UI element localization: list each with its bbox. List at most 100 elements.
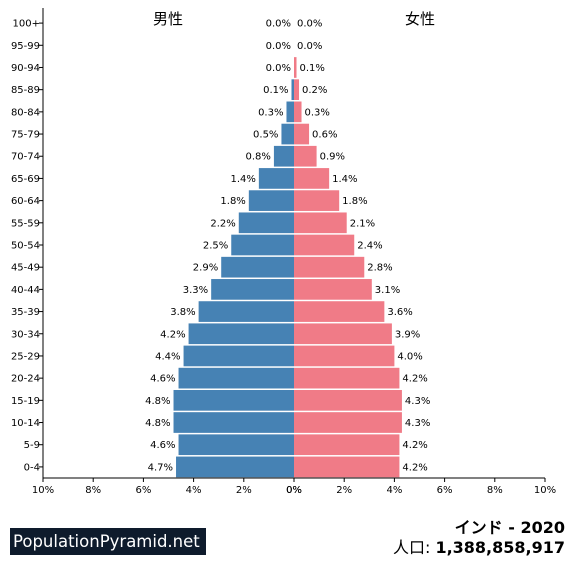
age-group-label: 80-84	[11, 107, 40, 118]
male-bar-65-69	[258, 168, 294, 189]
female-value-label: 4.3%	[405, 418, 430, 429]
male-value-label: 4.8%	[145, 418, 170, 429]
age-group-label: 20-24	[11, 374, 40, 385]
age-group-label: 0-4	[24, 462, 40, 473]
male-value-label: 4.4%	[155, 351, 180, 362]
male-value-label: 0.0%	[266, 63, 291, 74]
x-tick-label: 8%	[85, 485, 101, 496]
population-line: 人口: 1,388,858,917	[393, 534, 565, 558]
male-bar-35-39	[198, 301, 294, 322]
female-value-label: 2.1%	[350, 218, 375, 229]
male-series-title: 男性	[153, 10, 183, 28]
x-tick-label: 8%	[487, 485, 503, 496]
age-group-label: 55-59	[11, 218, 40, 229]
age-group-label: 45-49	[11, 263, 40, 274]
population-pyramid-chart: 0.0% 0.0% 0.0% 0.1% 0.3% 0.5% 0.8% 1.4% 1.8% 2.2%…	[11, 8, 556, 496]
female-bar-60-64	[294, 190, 340, 211]
age-group-label: 65-69	[11, 174, 40, 185]
age-group-label: 95-99	[11, 41, 40, 52]
age-group-label: 40-44	[11, 285, 40, 296]
male-value-label: 4.6%	[150, 440, 175, 451]
male-bar-70-74	[273, 145, 294, 167]
male-value-label: 1.4%	[230, 174, 255, 185]
female-bar-20-24	[294, 367, 400, 389]
male-value-label: 4.6%	[150, 374, 175, 385]
axes	[39, 8, 546, 482]
male-bar-15-19	[173, 389, 294, 411]
female-bar-0-4	[294, 456, 400, 478]
age-group-label: 70-74	[11, 152, 40, 163]
female-bar-90-94	[294, 57, 297, 78]
x-tick-label: 0%	[286, 485, 302, 496]
male-value-labels: 0.0% 0.0% 0.0% 0.1% 0.3% 0.5% 0.8% 1.4% 1.8% 2.2%…	[145, 19, 291, 474]
female-value-label: 4.3%	[405, 396, 430, 407]
female-bar-15-19	[294, 389, 402, 411]
female-value-label: 3.1%	[375, 285, 400, 296]
female-value-label: 0.9%	[320, 152, 345, 163]
female-value-label: 0.0%	[297, 19, 322, 30]
female-bar-30-34	[294, 323, 392, 345]
male-bar-50-54	[231, 234, 294, 256]
female-value-label: 0.2%	[302, 85, 327, 96]
x-tick-label: 4%	[186, 485, 202, 496]
male-value-label: 2.5%	[203, 241, 228, 252]
male-value-label: 2.2%	[210, 218, 235, 229]
population-value: 1,388,858,917	[435, 538, 565, 557]
population-label: 人口:	[392, 538, 436, 557]
female-value-label: 0.0%	[297, 41, 322, 52]
x-tick-label: 2%	[336, 485, 352, 496]
male-bar-10-14	[173, 412, 294, 433]
x-tick-label: 6%	[437, 485, 453, 496]
male-value-label: 2.9%	[193, 263, 218, 274]
age-group-label: 90-94	[11, 63, 40, 74]
male-bar-5-9	[178, 434, 294, 456]
age-group-labels: 100+ 95-99 90-94 85-89 80-84 75-79 70-74 65-69 6…	[11, 19, 40, 474]
male-bar-0-4	[176, 456, 294, 478]
male-value-label: 0.5%	[253, 130, 278, 141]
female-bar-55-59	[294, 212, 347, 234]
male-bar-25-29	[183, 345, 294, 367]
male-value-label: 0.8%	[246, 152, 271, 163]
female-bars	[294, 57, 402, 478]
male-value-label: 0.1%	[263, 85, 288, 96]
age-group-label: 35-39	[11, 307, 40, 318]
female-value-labels: 0.0% 0.0% 0.1% 0.2% 0.3% 0.6% 0.9% 1.4% 1.8% 2.1%…	[297, 19, 430, 474]
male-bar-40-44	[211, 279, 294, 300]
male-bar-30-34	[188, 323, 294, 345]
male-bars	[173, 79, 294, 478]
age-group-label: 15-19	[11, 396, 40, 407]
female-value-label: 4.2%	[402, 440, 427, 451]
female-value-label: 4.0%	[397, 351, 422, 362]
male-value-label: 4.2%	[160, 329, 185, 340]
female-bar-50-54	[294, 234, 355, 256]
female-value-label: 4.2%	[402, 374, 427, 385]
male-bar-55-59	[238, 212, 294, 234]
male-bar-45-49	[221, 256, 294, 278]
brand-logo-text[interactable]: PopulationPyramid.net	[10, 528, 206, 555]
male-bar-85-89	[291, 79, 294, 101]
female-bar-25-29	[294, 345, 395, 367]
age-group-label: 75-79	[11, 130, 40, 141]
female-value-label: 1.4%	[332, 174, 357, 185]
age-group-label: 100+	[13, 19, 40, 30]
male-value-label: 3.3%	[183, 285, 208, 296]
country-year-title: インド - 2020	[454, 518, 565, 537]
x-tick-label: 0%	[286, 485, 302, 496]
female-series-title: 女性	[405, 10, 435, 28]
male-value-label: 4.8%	[145, 396, 170, 407]
female-bar-80-84	[294, 101, 302, 123]
female-value-label: 1.8%	[342, 196, 367, 207]
age-group-label: 30-34	[11, 329, 40, 340]
x-tick-label: 10%	[534, 485, 556, 496]
x-tick-label: 2%	[236, 485, 252, 496]
male-value-label: 0.0%	[266, 19, 291, 30]
male-bar-60-64	[248, 190, 294, 211]
x-tick-label: 6%	[135, 485, 151, 496]
female-bar-35-39	[294, 301, 385, 322]
age-group-label: 50-54	[11, 241, 40, 252]
age-group-label: 10-14	[11, 418, 40, 429]
male-value-label: 1.8%	[220, 196, 245, 207]
age-group-label: 60-64	[11, 196, 40, 207]
x-tick-label: 4%	[386, 485, 402, 496]
female-value-label: 3.6%	[387, 307, 412, 318]
